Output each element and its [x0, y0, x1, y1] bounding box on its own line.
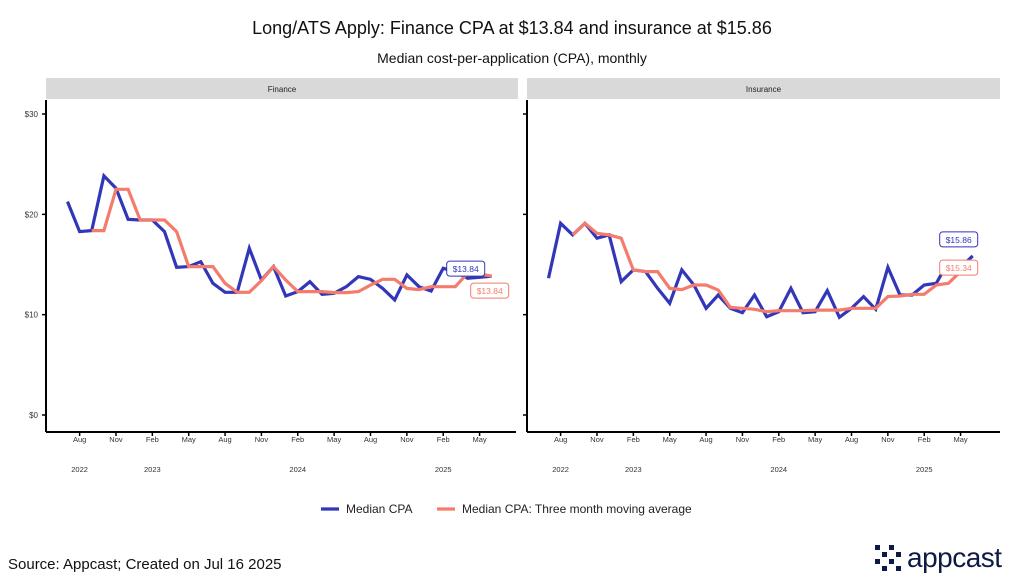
legend-label: Median CPA: Three month moving average [462, 502, 692, 516]
chart-subtitle: Median cost-per-application (CPA), month… [377, 50, 647, 66]
moving-average-end-label-box [939, 259, 979, 276]
year-label: 2023 [144, 465, 161, 474]
x-tick-label: May [953, 435, 967, 444]
series-moving-average [91, 187, 492, 295]
moving-average-end-label: $13.84 [477, 286, 503, 296]
panel-strip [527, 78, 1000, 99]
legend-label: Median CPA [346, 502, 412, 516]
year-label: 2025 [916, 465, 933, 474]
x-tick-label: Feb [627, 435, 640, 444]
year-label: 2025 [435, 465, 452, 474]
y-tick-label: $30 [25, 110, 39, 119]
y-tick-label: $20 [25, 210, 39, 219]
series-median-cpa [66, 172, 492, 303]
x-tick-label: Nov [881, 435, 895, 444]
logo-text: appcast [907, 542, 1002, 573]
x-tick-label: Nov [590, 435, 604, 444]
year-label: 2022 [552, 465, 569, 474]
x-tick-label: Aug [73, 435, 86, 444]
series-moving-average [571, 221, 974, 314]
x-tick-label: Feb [146, 435, 159, 444]
moving-average-end-label: $15.34 [946, 263, 972, 273]
x-tick-label: Feb [291, 435, 304, 444]
x-tick-label: Nov [255, 435, 269, 444]
y-tick-label: $0 [29, 411, 38, 420]
year-label: 2024 [289, 465, 306, 474]
x-tick-label: May [472, 435, 486, 444]
chart-title: Long/ATS Apply: Finance CPA at $13.84 an… [252, 18, 772, 38]
x-tick-label: Aug [364, 435, 377, 444]
median-end-label: $13.84 [453, 264, 479, 274]
x-tick-label: Nov [400, 435, 414, 444]
x-tick-label: Aug [845, 435, 858, 444]
x-tick-label: Aug [218, 435, 231, 444]
panel-strip [46, 78, 518, 99]
source-note: Source: Appcast; Created on Jul 16 2025 [8, 556, 282, 573]
x-tick-label: Feb [918, 435, 931, 444]
x-tick-label: Aug [554, 435, 567, 444]
year-label: 2023 [625, 465, 642, 474]
x-tick-label: May [182, 435, 196, 444]
panel-strip-label: Finance [268, 85, 297, 94]
x-tick-label: Nov [736, 435, 750, 444]
panel-strip-label: Insurance [746, 85, 782, 94]
median-end-label-box [939, 231, 979, 248]
x-tick-label: May [663, 435, 677, 444]
x-tick-label: Feb [437, 435, 450, 444]
y-tick-label: $10 [25, 311, 39, 320]
x-tick-label: Nov [109, 435, 123, 444]
year-label: 2022 [71, 465, 88, 474]
series-median-cpa [546, 220, 974, 320]
year-label: 2024 [770, 465, 787, 474]
legend: Median CPA Median CPA: Three month moving… [321, 502, 692, 516]
x-tick-label: Aug [699, 435, 712, 444]
panel-insurance: Insurance Aug Nov Feb May Aug Nov Feb May Aug Nov F… [523, 78, 1000, 474]
logo-mark-icon [875, 545, 901, 571]
median-end-label-box [446, 260, 486, 277]
appcast-logo: appcast [875, 542, 1002, 574]
panel-finance: Finance $0 $10 $20 $30 Aug Nov Feb May Aug Nov Feb M… [25, 78, 518, 474]
moving-average-end-label-box [470, 282, 510, 299]
x-tick-label: May [327, 435, 341, 444]
median-end-label: $15.86 [946, 235, 972, 245]
x-tick-label: May [808, 435, 822, 444]
x-tick-label: Feb [772, 435, 785, 444]
